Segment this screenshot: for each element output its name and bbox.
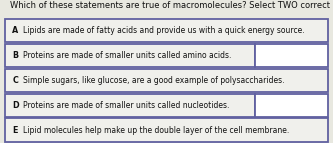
FancyBboxPatch shape [255, 94, 328, 117]
Text: E: E [12, 126, 18, 135]
Text: Simple sugars, like glucose, are a good example of polysaccharides.: Simple sugars, like glucose, are a good … [23, 76, 285, 85]
FancyBboxPatch shape [5, 69, 328, 92]
Text: Lipids are made of fatty acids and provide us with a quick energy source.: Lipids are made of fatty acids and provi… [23, 26, 305, 35]
FancyBboxPatch shape [5, 19, 328, 42]
Text: C: C [12, 76, 18, 85]
Text: Proteins are made of smaller units called amino acids.: Proteins are made of smaller units calle… [23, 51, 232, 60]
Text: Which of these statements are true of macromolecules? Select TWO correct answe: Which of these statements are true of ma… [10, 1, 333, 10]
Text: Lipid molecules help make up the double layer of the cell membrane.: Lipid molecules help make up the double … [23, 126, 290, 135]
Text: D: D [12, 101, 19, 110]
FancyBboxPatch shape [5, 94, 255, 117]
FancyBboxPatch shape [255, 44, 328, 67]
Text: B: B [12, 51, 18, 60]
Text: Proteins are made of smaller units called nucleotides.: Proteins are made of smaller units calle… [23, 101, 230, 110]
FancyBboxPatch shape [5, 119, 328, 142]
Text: A: A [12, 26, 19, 35]
FancyBboxPatch shape [5, 44, 255, 67]
